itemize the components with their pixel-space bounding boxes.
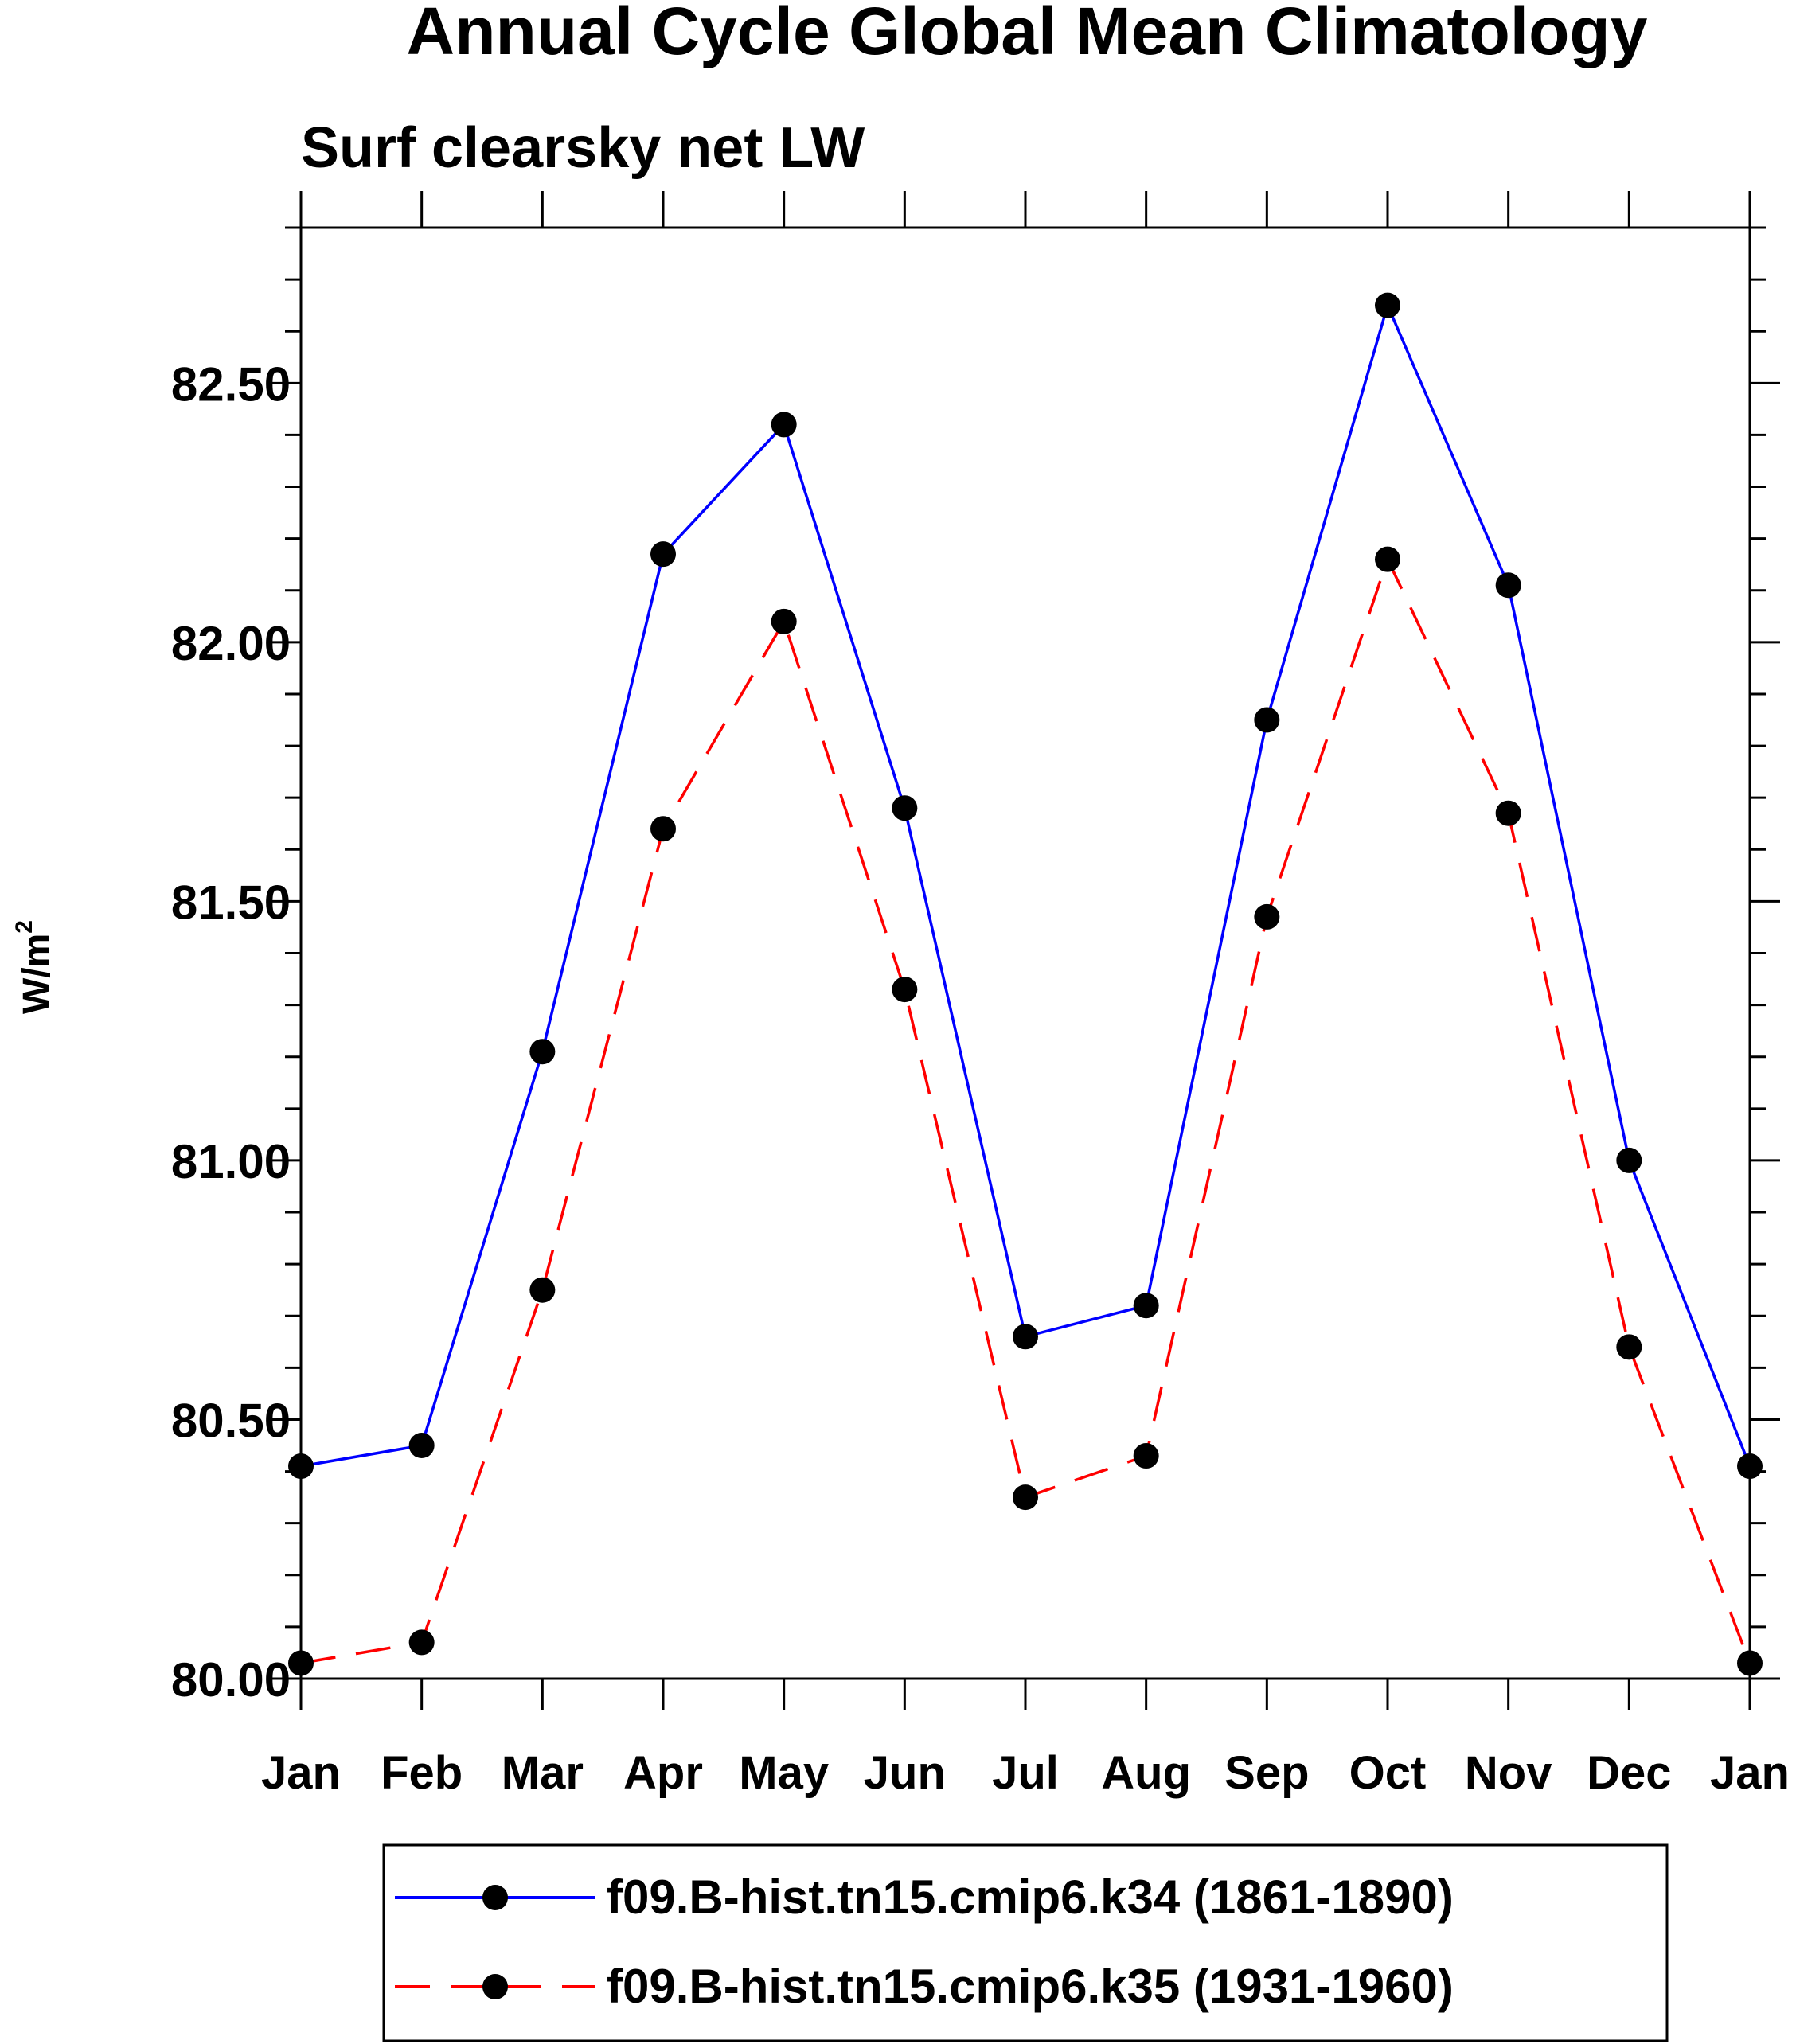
series-1-point <box>1254 903 1280 930</box>
series-0-point <box>1375 292 1400 318</box>
legend-label-k35: f09.B-hist.tn15.cmip6.k35 (1931-1960) <box>607 1960 1454 2013</box>
chart-title: Annual Cycle Global Mean Climatology <box>407 0 1648 68</box>
y-axis-label-exponent: 2 <box>11 920 37 934</box>
series-0-point <box>1133 1293 1159 1319</box>
series-0-point <box>529 1039 556 1065</box>
series-layer <box>288 292 1763 1676</box>
x-tick-label: Feb <box>381 1747 463 1799</box>
series-1-point <box>650 816 676 842</box>
series-1-point <box>1133 1443 1159 1469</box>
chart-subtitle: Surf clearsky net LW <box>301 116 865 180</box>
series-0-point <box>1013 1324 1038 1350</box>
y-tick-label: 80.50 <box>171 1394 291 1447</box>
x-tick-label: Aug <box>1101 1747 1191 1799</box>
series-1-point <box>1013 1484 1038 1511</box>
x-tick-label: Jan <box>1710 1747 1790 1799</box>
series-1-point <box>892 977 918 1003</box>
series-line-0 <box>300 301 1751 1468</box>
x-tick-label: Apr <box>623 1747 703 1799</box>
x-axis: Jan Feb Mar Apr May Jun Jul Aug Sep Oct Nov Dec Jan <box>261 191 1790 1799</box>
y-axis: 80.00 80.50 81.00 81.50 82.00 82.50 <box>171 226 1780 1707</box>
legend: f09.B-hist.tn15.cmip6.k34 (1861-1890) f0… <box>382 1843 1669 2042</box>
legend-label-k34: f09.B-hist.tn15.cmip6.k34 (1861-1890) <box>607 1870 1454 1924</box>
y-tick-label: 80.00 <box>171 1653 291 1707</box>
y-tick-label: 82.00 <box>171 617 291 670</box>
series-0-point <box>650 541 676 568</box>
x-tick-label: Nov <box>1465 1747 1552 1799</box>
series-1-point <box>1375 546 1400 572</box>
y-tick-label: 81.00 <box>171 1135 291 1188</box>
y-axis-label-unit: W/m <box>16 934 58 1014</box>
series-0-point <box>1254 707 1280 733</box>
y-tick-label: 81.50 <box>171 876 291 929</box>
y-axis-label: W/m2 <box>11 920 58 1014</box>
y-tick-label: 82.50 <box>171 357 291 411</box>
series-0-point <box>771 412 797 438</box>
legend-box <box>382 1843 1669 2042</box>
x-tick-label: Sep <box>1224 1747 1309 1799</box>
legend-marker-k35 <box>482 1974 508 1999</box>
x-tick-label: Jul <box>992 1747 1059 1799</box>
series-1-point <box>1495 800 1521 826</box>
x-tick-label: Jun <box>864 1747 946 1799</box>
x-tick-label: Dec <box>1587 1747 1671 1799</box>
x-tick-label: Jan <box>261 1747 341 1799</box>
series-0-point <box>1495 572 1521 599</box>
x-tick-label: May <box>739 1747 829 1799</box>
x-tick-label: Mar <box>502 1747 584 1799</box>
legend-marker-k34 <box>482 1885 508 1910</box>
plot-frame <box>299 226 1751 1680</box>
series-1-point <box>771 608 797 634</box>
series-0-point <box>1616 1147 1642 1173</box>
series-1-point <box>1616 1334 1642 1360</box>
x-tick-label: Oct <box>1349 1747 1427 1799</box>
series-0-point <box>408 1433 435 1459</box>
series-0-point <box>892 795 918 821</box>
series-1-point <box>408 1629 435 1656</box>
series-1-point <box>529 1277 556 1303</box>
